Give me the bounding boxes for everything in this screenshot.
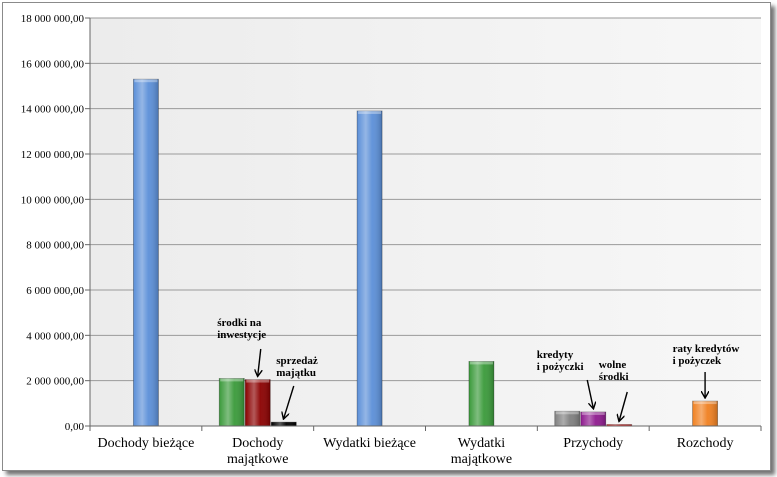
- bar-highlight: [245, 379, 271, 426]
- annotation-label: raty kredytów: [673, 343, 740, 355]
- annotation-label: sprzedaż: [276, 355, 318, 367]
- y-tick-label: 12 000 000,00: [21, 149, 85, 161]
- bar-highlight: [271, 422, 297, 426]
- bar-cap: [358, 110, 382, 114]
- bar: [468, 360, 495, 427]
- y-tick-label: 16 000 000,00: [21, 58, 85, 70]
- annotation-label: wolne: [599, 359, 627, 371]
- bar-highlight: [606, 424, 632, 426]
- bar: [692, 400, 718, 427]
- bar: [133, 78, 159, 427]
- bar-highlight: [468, 361, 494, 426]
- bar-highlight: [580, 411, 606, 426]
- bar: [244, 379, 271, 427]
- bar-cap: [693, 401, 717, 405]
- y-axis: 0,00 2 000 000,00 4 000 000,00 6 000 000,00…: [21, 13, 91, 433]
- bar: [580, 411, 607, 427]
- bar-cap: [220, 378, 244, 382]
- annotation-label: i pożyczek: [673, 355, 722, 367]
- y-tick-label: 0,00: [65, 421, 85, 433]
- bar-highlight: [554, 411, 580, 426]
- bar-cap: [246, 379, 270, 383]
- annotation-arrow: [258, 348, 261, 376]
- annotation-arrow: [284, 385, 295, 418]
- bar-highlight: [133, 79, 159, 426]
- bar: [554, 410, 581, 427]
- annotation-label: majątku: [276, 367, 316, 379]
- x-tick-label: Wydatki bieżące: [323, 436, 416, 451]
- annotation-label: środki na: [217, 317, 262, 329]
- y-tick-label: 2 000 000,00: [26, 376, 84, 388]
- bar: [218, 377, 245, 427]
- y-tick-label: 14 000 000,00: [21, 104, 85, 116]
- bar-highlight: [219, 378, 245, 426]
- y-tick-label: 8 000 000,00: [26, 240, 84, 252]
- annotation-label: inwestycje: [217, 329, 266, 341]
- bar: [356, 110, 383, 427]
- bar-cap: [469, 361, 493, 365]
- x-tick-label: Dochody bieżące: [98, 436, 195, 451]
- y-tick-label: 10 000 000,00: [21, 194, 85, 206]
- x-tick-label: majątkowe: [227, 452, 288, 467]
- annotation-label: kredyty: [537, 349, 574, 361]
- plot-area: [90, 18, 761, 426]
- bar-highlight: [692, 401, 718, 426]
- bars: [133, 78, 718, 427]
- annotation-label: i pożyczki: [537, 361, 584, 373]
- annotation-label: środki: [599, 371, 629, 383]
- x-tick-label: majątkowe: [451, 452, 512, 467]
- bar-highlight: [357, 110, 383, 426]
- bar-cap: [134, 79, 158, 83]
- bar-cap: [581, 411, 605, 415]
- bar: [270, 421, 297, 427]
- x-tick-label: Rozchody: [677, 436, 734, 451]
- x-tick-label: Wydatki: [458, 436, 505, 451]
- gridlines: [90, 17, 761, 382]
- y-tick-label: 18 000 000,00: [21, 13, 85, 25]
- annotation-arrow: [586, 379, 593, 408]
- y-tick-label: 4 000 000,00: [26, 330, 84, 342]
- y-tick-label: 6 000 000,00: [26, 285, 84, 297]
- annotation-arrow: [619, 391, 628, 421]
- x-tick-label: Przychody: [563, 436, 623, 451]
- x-tick-label: Dochody: [232, 436, 283, 451]
- bar-cap: [555, 411, 579, 415]
